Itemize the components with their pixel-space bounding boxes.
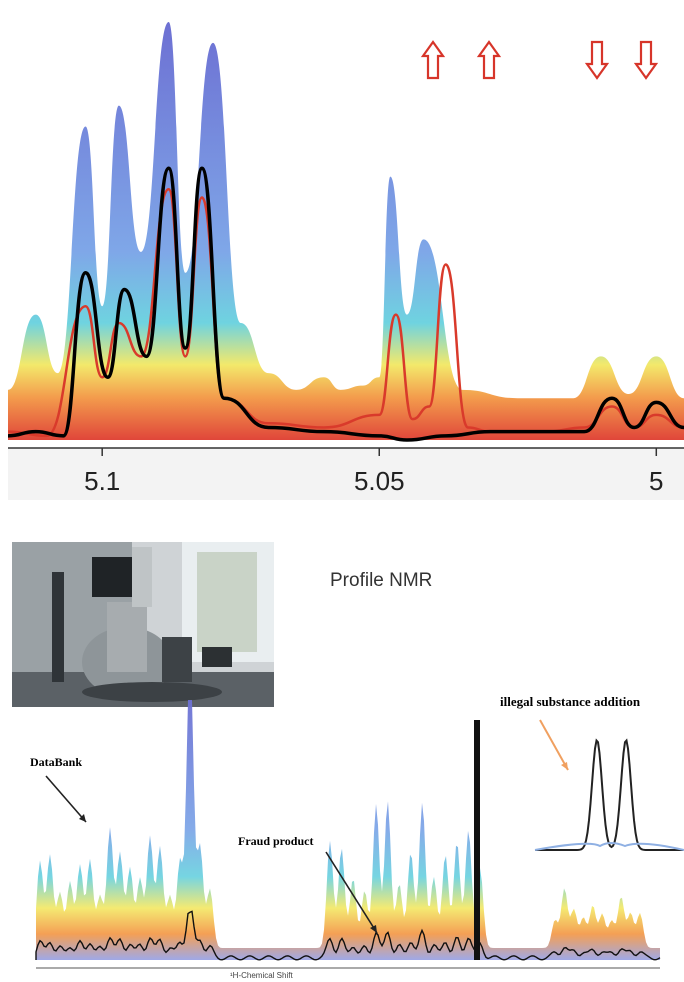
profile-panel: Profile NMR DataBank Fraud product il (0, 540, 684, 982)
illegal-label: illegal substance addition (500, 694, 641, 709)
x-tick-label: 5 (649, 466, 663, 496)
zoom-spectrum-chart: 5.1 5.05 5 (7, 22, 684, 500)
databank-arrowhead (79, 814, 86, 822)
databank-label: DataBank (30, 755, 82, 769)
fraud-label: Fraud product (238, 834, 313, 848)
nmr-spectrometer-photo (12, 542, 274, 707)
illegal-pointer (539, 719, 569, 771)
black-trace (7, 166, 684, 442)
fraud-pointer (325, 851, 378, 934)
profile-title: Profile NMR (330, 570, 433, 591)
tall-singlet-peak (474, 720, 480, 960)
databank-pointer (45, 775, 87, 823)
envelope-band (8, 22, 684, 440)
profile-xlabel: ¹H-Chemical Shift (230, 971, 293, 980)
illegal-arrowhead (561, 762, 568, 770)
inset-chart (534, 738, 684, 851)
inset-baseline (534, 842, 684, 851)
x-tick-label: 5.1 (84, 466, 120, 496)
fraud-arrowhead (370, 925, 377, 933)
zoom-spectrum-panel: 5.1 5.05 5 (7, 22, 684, 500)
inset-peak-trace (535, 738, 684, 851)
x-axis-band (8, 448, 684, 500)
profile-spectrum-chart: DataBank Fraud product illegal substance… (30, 694, 684, 980)
profile-envelope (36, 700, 660, 960)
arrow-up-icon (476, 40, 502, 80)
x-tick-label: 5.05 (354, 466, 405, 496)
photo-illustration (12, 542, 274, 707)
arrow-down-icon (584, 40, 610, 80)
arrow-up-icon (420, 40, 446, 80)
arrow-down-icon (633, 40, 659, 80)
profile-black-trace (35, 910, 661, 961)
